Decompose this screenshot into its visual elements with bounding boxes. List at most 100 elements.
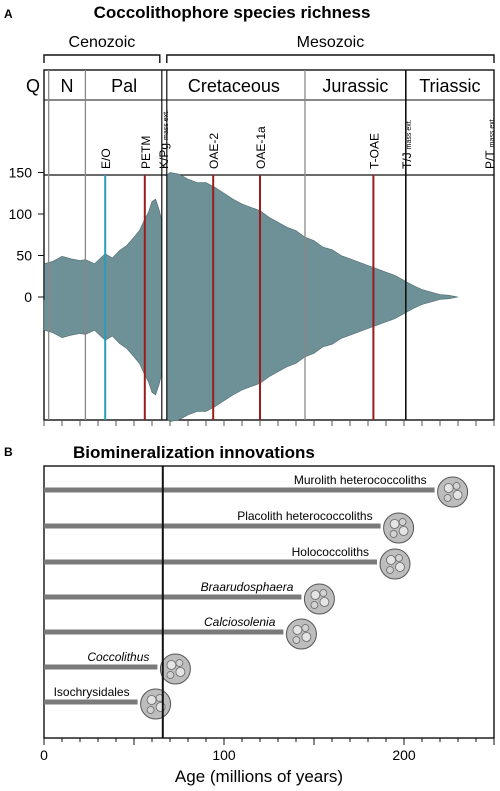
coccolith-body (437, 476, 469, 508)
era-label: Mesozoic (297, 34, 365, 51)
coccolith-plate (292, 625, 303, 635)
innovation-bar (44, 559, 377, 565)
y-tick-label: 150 (9, 165, 33, 181)
event-subtitle: mass ext. (489, 117, 496, 147)
innovation-label: Holococcoliths (292, 545, 369, 559)
coccolith-plate (175, 667, 186, 677)
innovation-bars: Murolith heterococcoliths Placolith heter… (44, 466, 469, 738)
era-bracket (166, 54, 495, 63)
event-label: PETM (139, 136, 153, 169)
coccolith-plate (301, 624, 310, 632)
period-label: Q (26, 76, 40, 96)
coccolith-plate (452, 490, 463, 500)
event-label: T-OAE (367, 133, 381, 169)
coccolith-plate (443, 494, 452, 502)
innovation-bar (44, 523, 381, 529)
event-lines (104, 175, 375, 420)
coccolith-plate (398, 518, 407, 526)
coccolith-plate (395, 554, 403, 562)
coccolith-icon (303, 583, 335, 615)
panel-b-frame (43, 465, 495, 739)
event-name: PETM (139, 136, 153, 169)
innovation-label: Isochrysidales (54, 685, 130, 699)
event-label: E/O (99, 148, 113, 169)
innovation-bar (44, 487, 435, 493)
coccolith-plate (301, 632, 312, 642)
coccolith-plate (389, 530, 398, 538)
event-name: E/O (99, 148, 113, 169)
coccolith-plate (292, 636, 301, 644)
coccolith-plate (310, 590, 321, 600)
x-tick-label: 100 (212, 747, 236, 763)
innovation-bar (44, 664, 158, 670)
period-boundaries (48, 70, 407, 420)
event-name: P/T (483, 150, 497, 169)
coccolith-plate (166, 671, 175, 679)
coccolith-icon (379, 548, 411, 580)
period-header: Q N Pal Cretaceous Jurassic Triassic (26, 76, 481, 96)
period-label: Jurassic (322, 76, 388, 96)
innovation-label: Coccolithus (87, 650, 149, 664)
event-label: T/J mass ext. (400, 119, 414, 169)
event-subtitle: mass ext. (406, 119, 413, 149)
innovation-label: Murolith heterococcoliths (294, 473, 427, 487)
event-name: T-OAE (367, 133, 381, 169)
coccolith-plate (452, 482, 461, 490)
coccolith-body (303, 583, 335, 615)
coccolith-icon (437, 476, 469, 508)
panel-b-x-axis-label: Age (millions of years) (175, 767, 343, 786)
kpg-gap (161, 176, 167, 419)
x-tick-label: 0 (40, 747, 48, 763)
panel-b-title: Biomineralization innovations (73, 443, 315, 462)
richness-y-axis: 150 100 50 0 (9, 165, 45, 305)
coccolith-icon (383, 512, 415, 544)
coccolith-body (383, 512, 415, 544)
period-label: N (61, 76, 74, 96)
coccolith-icon (159, 653, 191, 685)
y-tick-label: 50 (16, 248, 32, 264)
coccolith-plate (146, 706, 155, 714)
coccolith-plate (443, 483, 454, 493)
event-name: OAE-2 (207, 133, 221, 169)
coccolith-plate (146, 695, 157, 705)
coccolith-plate (398, 526, 409, 536)
innovation-bar (44, 699, 138, 705)
coccolith-body (379, 548, 411, 580)
event-label: OAE-2 (207, 133, 221, 169)
event-name: K/Pg (157, 143, 171, 169)
coccolith-plate (175, 659, 184, 667)
era-bracket (43, 54, 161, 63)
coccolith-plate (395, 562, 405, 572)
event-label: OAE-1a (254, 126, 268, 169)
panel-b-letter: B (4, 445, 13, 459)
coccolith-body (159, 653, 191, 685)
coccolith-plate (319, 589, 328, 597)
coccolith-icon (285, 618, 317, 650)
era-label: Cenozoic (69, 34, 136, 51)
innovation-bar (44, 594, 302, 600)
coccolith-plate (386, 555, 396, 565)
coccolith-body (285, 618, 317, 650)
coccolith-icon (140, 688, 172, 720)
panel-a-title: Coccolithophore species richness (94, 3, 371, 22)
innovation-label: Calciosolenia (204, 615, 276, 629)
panel-a-letter: A (4, 7, 13, 21)
panel-a-bottom-ticks (43, 420, 495, 426)
innovation-label: Placolith heterococcoliths (237, 509, 372, 523)
event-label: P/T mass ext. (483, 117, 497, 169)
event-label: K/Pgmass ext. (157, 110, 171, 169)
event-name: T/J (400, 152, 414, 169)
y-tick-label: 0 (24, 289, 32, 305)
period-label: Triassic (419, 76, 480, 96)
innovation-label: Braarudosphaera (201, 580, 294, 594)
coccolith-plate (389, 519, 400, 529)
coccolith-plate (166, 660, 177, 670)
era-brackets: Cenozoic Mesozoic (43, 34, 495, 63)
coccolith-body (140, 688, 172, 720)
coccolith-plate (319, 597, 330, 607)
kpg-boundary (161, 70, 168, 420)
period-label: Cretaceous (188, 76, 280, 96)
y-tick-label: 100 (9, 206, 33, 222)
